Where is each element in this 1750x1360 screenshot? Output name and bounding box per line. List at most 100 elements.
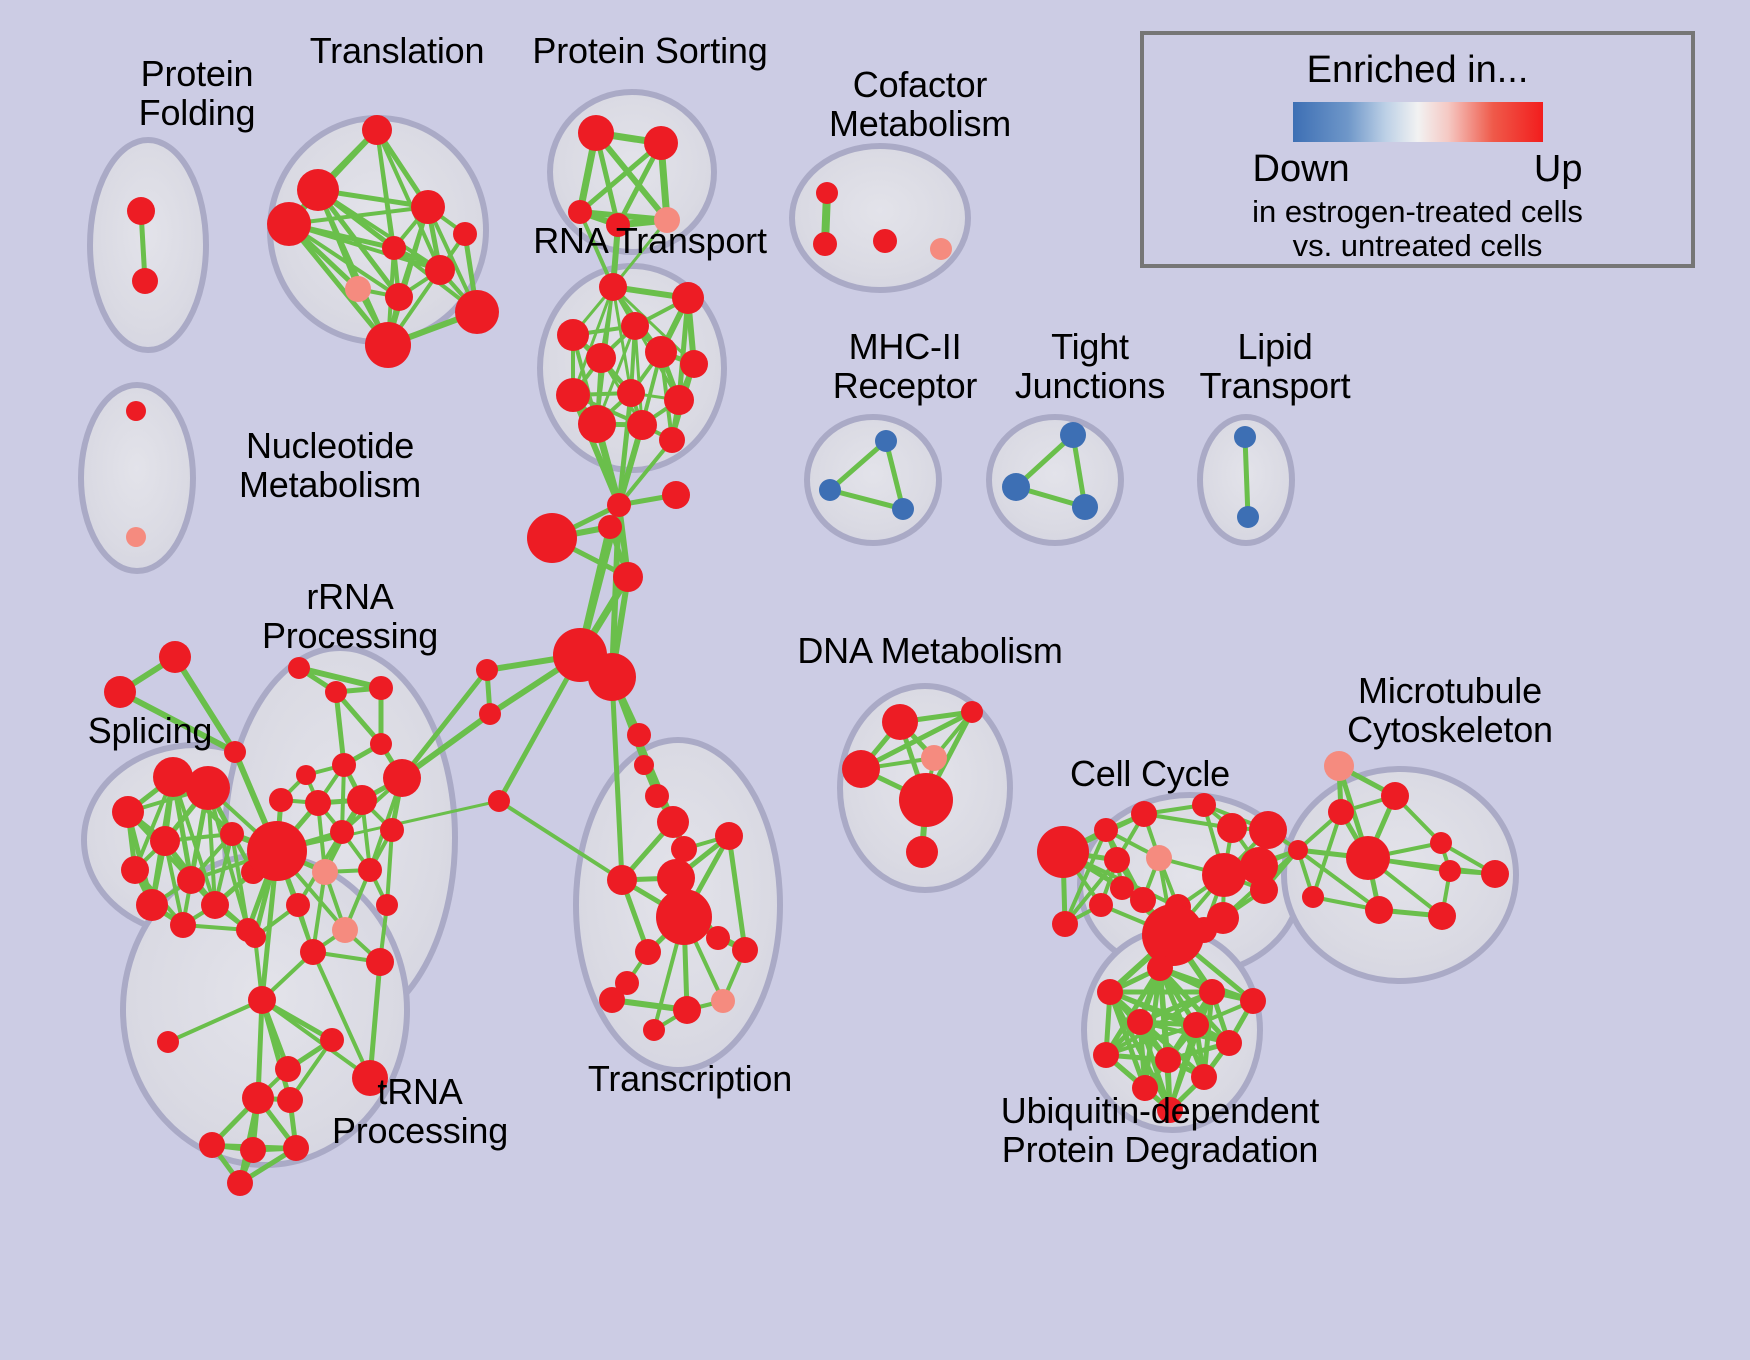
network-node[interactable]: [568, 200, 592, 224]
network-node[interactable]: [312, 859, 338, 885]
network-node[interactable]: [1381, 782, 1409, 810]
network-node[interactable]: [227, 1170, 253, 1196]
network-node[interactable]: [816, 182, 838, 204]
network-node[interactable]: [376, 894, 398, 916]
network-node[interactable]: [305, 790, 331, 816]
network-node[interactable]: [330, 820, 354, 844]
network-node[interactable]: [352, 1060, 388, 1096]
network-node[interactable]: [385, 283, 413, 311]
network-node[interactable]: [201, 891, 229, 919]
network-node[interactable]: [153, 757, 193, 797]
network-node[interactable]: [586, 343, 616, 373]
network-node[interactable]: [1216, 1030, 1242, 1056]
network-node[interactable]: [425, 255, 455, 285]
network-node[interactable]: [617, 379, 645, 407]
network-node[interactable]: [892, 498, 914, 520]
network-node[interactable]: [711, 989, 735, 1013]
network-node[interactable]: [1240, 988, 1266, 1014]
network-node[interactable]: [455, 290, 499, 334]
network-node[interactable]: [645, 784, 669, 808]
network-node[interactable]: [706, 926, 730, 950]
network-node[interactable]: [365, 322, 411, 368]
network-node[interactable]: [1157, 1097, 1183, 1123]
network-node[interactable]: [199, 1132, 225, 1158]
network-node[interactable]: [1037, 826, 1089, 878]
network-node[interactable]: [664, 385, 694, 415]
network-node[interactable]: [383, 759, 421, 797]
network-node[interactable]: [267, 202, 311, 246]
network-node[interactable]: [296, 765, 316, 785]
network-node[interactable]: [1365, 896, 1393, 924]
network-node[interactable]: [1130, 887, 1156, 913]
network-node[interactable]: [1481, 860, 1509, 888]
network-node[interactable]: [961, 701, 983, 723]
network-node[interactable]: [662, 481, 690, 509]
network-node[interactable]: [1089, 893, 1113, 917]
network-node[interactable]: [882, 704, 918, 740]
network-node[interactable]: [1072, 494, 1098, 520]
network-node[interactable]: [1199, 979, 1225, 1005]
network-node[interactable]: [1104, 847, 1130, 873]
network-node[interactable]: [813, 232, 837, 256]
network-node[interactable]: [599, 273, 627, 301]
network-node[interactable]: [1127, 1009, 1153, 1035]
network-node[interactable]: [578, 405, 616, 443]
network-node[interactable]: [607, 865, 637, 895]
network-node[interactable]: [380, 818, 404, 842]
network-node[interactable]: [300, 939, 326, 965]
network-node[interactable]: [104, 676, 136, 708]
network-node[interactable]: [578, 115, 614, 151]
network-node[interactable]: [627, 410, 657, 440]
network-node[interactable]: [588, 653, 636, 701]
network-node[interactable]: [1094, 818, 1118, 842]
network-node[interactable]: [921, 745, 947, 771]
network-node[interactable]: [283, 1135, 309, 1161]
network-node[interactable]: [671, 836, 697, 862]
network-node[interactable]: [659, 427, 685, 453]
network-node[interactable]: [1430, 832, 1452, 854]
network-node[interactable]: [382, 236, 406, 260]
network-node[interactable]: [136, 889, 168, 921]
network-node[interactable]: [906, 836, 938, 868]
network-node[interactable]: [556, 378, 590, 412]
network-node[interactable]: [930, 238, 952, 260]
network-node[interactable]: [527, 513, 577, 563]
network-node[interactable]: [1324, 751, 1354, 781]
network-node[interactable]: [186, 766, 230, 810]
network-node[interactable]: [635, 939, 661, 965]
network-node[interactable]: [680, 350, 708, 378]
network-node[interactable]: [1202, 853, 1246, 897]
network-node[interactable]: [657, 859, 695, 897]
network-node[interactable]: [127, 197, 155, 225]
network-node[interactable]: [606, 213, 630, 237]
network-node[interactable]: [1002, 473, 1030, 501]
network-node[interactable]: [672, 282, 704, 314]
network-node[interactable]: [325, 681, 347, 703]
network-node[interactable]: [297, 169, 339, 211]
network-node[interactable]: [673, 996, 701, 1024]
network-node[interactable]: [150, 826, 180, 856]
network-node[interactable]: [157, 1031, 179, 1053]
network-node[interactable]: [411, 190, 445, 224]
network-node[interactable]: [621, 312, 649, 340]
network-node[interactable]: [643, 1019, 665, 1041]
network-node[interactable]: [370, 733, 392, 755]
network-node[interactable]: [875, 430, 897, 452]
network-node[interactable]: [732, 937, 758, 963]
network-node[interactable]: [1428, 902, 1456, 930]
network-node[interactable]: [645, 336, 677, 368]
network-node[interactable]: [240, 1137, 266, 1163]
network-node[interactable]: [1207, 902, 1239, 934]
network-node[interactable]: [1237, 506, 1259, 528]
network-node[interactable]: [248, 986, 276, 1014]
network-node[interactable]: [656, 889, 712, 945]
network-node[interactable]: [132, 268, 158, 294]
network-node[interactable]: [607, 493, 631, 517]
network-node[interactable]: [1234, 426, 1256, 448]
network-node[interactable]: [369, 676, 393, 700]
network-node[interactable]: [1142, 904, 1204, 966]
network-node[interactable]: [627, 723, 651, 747]
network-node[interactable]: [159, 641, 191, 673]
network-node[interactable]: [1250, 876, 1278, 904]
network-node[interactable]: [842, 750, 880, 788]
